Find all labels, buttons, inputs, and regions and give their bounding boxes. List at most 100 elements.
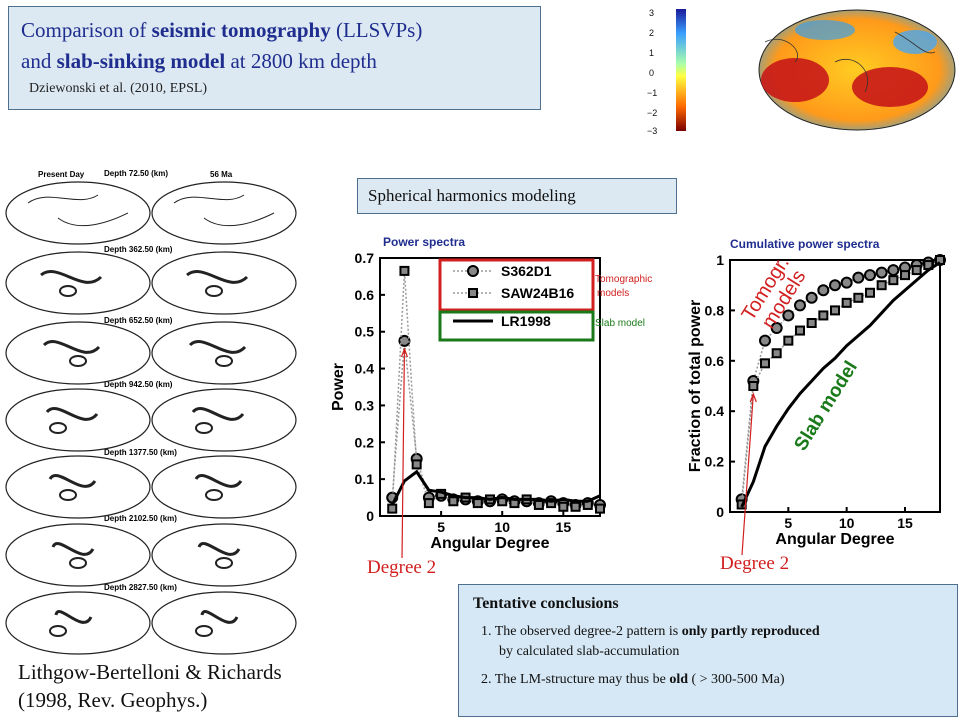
slab-map [5,523,151,587]
point-saw24b16 [546,498,557,509]
point-saw24b16 [795,325,805,336]
point-saw24b16 [411,459,422,470]
point-s362d1 [840,276,853,289]
point-saw24b16 [760,358,770,369]
series-line-saw24b16 [391,270,601,510]
slab-maps-figure: Present Day 56 Ma Depth 72.50 (km) Depth… [5,169,297,655]
spherical-harmonics-label: Spherical harmonics modeling [357,178,677,214]
slab-map [5,455,151,519]
slab-map [151,455,297,519]
chart-title: Cumulative power spectra [730,237,880,251]
point-saw24b16 [448,496,459,507]
slab-model-big-label: Slab model [790,358,862,455]
legend-label: LR1998 [501,313,551,329]
title-line-1: Comparison of seismic tomography (LLSVPs… [21,18,423,42]
y-tick-label: 0.2 [705,454,725,470]
cbar-tick: −2 [647,108,657,118]
y-tick-label: 0.4 [705,403,725,419]
y-tick-label: 0.8 [705,302,725,318]
conclusion-item-1-cont: by calculated slab-accumulation [499,644,680,659]
point-saw24b16 [783,335,794,346]
conclusion-item-2: 2. The LM-structure may thus be old ( > … [481,672,785,687]
point-s362d1 [829,279,841,292]
depth-label: Depth 2102.50 (km) [104,514,177,523]
x-tick-label: 5 [784,515,792,531]
slab-map [151,523,297,587]
x-tick-label: 15 [897,515,913,531]
legend-label: S362D1 [501,263,552,279]
series-line-lr1998 [740,261,941,508]
point-saw24b16 [841,297,852,308]
slab-map [5,388,151,452]
map-header-56ma: 56 Ma [210,170,233,179]
x-tick-label: 15 [556,519,572,535]
tomographic-label-line1: Tomographic [595,274,652,285]
slab-map [5,321,151,385]
colorbar [676,9,686,131]
map-header-present: Present Day [38,170,85,179]
point-saw24b16 [900,270,910,281]
depth-label: Depth 652.50 (km) [104,316,173,325]
point-saw24b16 [533,499,544,510]
y-tick-label: 0.4 [355,361,375,377]
point-saw24b16 [558,501,569,512]
point-saw24b16 [748,381,759,391]
tomography-map-figure: 3 2 1 0 −1 −2 −3 [647,8,956,136]
plot-frame [729,259,941,513]
y-tick-label: 0.3 [355,397,375,413]
y-tick-label: 0.6 [355,287,375,303]
point-saw24b16 [888,275,899,286]
point-s362d1 [817,284,830,297]
depth-label: Depth 72.50 (km) [104,169,168,178]
series-line-s362d1 [391,340,601,506]
plot-frame [379,257,601,517]
depth-label: Depth 2827.50 (km) [104,583,177,592]
point-saw24b16 [853,292,864,303]
degree2-arrowhead-right [749,392,757,403]
conclusions-box: Tentative conclusions 1. The observed de… [458,584,958,717]
power-spectra-chart: Power spectra 0 0.1 0.2 0.3 0.4 0.5 0.6 0.7 5 10 15… [330,235,652,559]
pacific-llsvp [852,67,928,107]
y-tick-label: 0 [716,504,724,520]
point-s362d1 [782,309,795,322]
slab-map [151,251,297,315]
cbar-tick: 1 [649,48,654,58]
conclusions-heading: Tentative conclusions [473,595,619,612]
point-s362d1 [852,271,865,284]
title-line-2: and slab-sinking model at 2800 km depth [21,49,377,73]
point-saw24b16 [399,265,410,276]
cbar-tick: 3 [649,8,654,18]
legend-slab-frame [438,310,595,342]
point-saw24b16 [771,348,782,359]
y-tick-label: 0.6 [705,353,725,369]
degree2-arrowhead-left [400,347,409,358]
y-axis-label: Power [330,363,347,411]
point-saw24b16 [423,498,434,509]
title-box: Comparison of seismic tomography (LLSVPs… [8,6,541,110]
legend-marker-square [468,288,478,298]
y-axis-label: Fraction of total power [687,300,704,472]
point-saw24b16 [595,503,605,514]
point-s362d1 [887,264,900,277]
cbar-tick: 2 [649,28,654,38]
cbar-tick: −3 [647,126,657,136]
slab-map [5,591,151,655]
degree2-right-label: Degree 2 [720,553,790,574]
y-tick-label: 0.7 [355,250,375,266]
caption-line-1: Lithgow-Bertelloni & Richards [18,660,282,684]
slab-map [151,321,297,385]
chart-title: Power spectra [383,235,465,249]
slab-map [5,251,151,315]
point-saw24b16 [865,287,875,298]
depth-label: Depth 942.50 (km) [104,380,173,389]
x-tick-label: 5 [437,519,445,535]
slab-model-small-label: Slab model [595,318,645,329]
slab-map [151,181,297,245]
citation: Dziewonski et al. (2010, EPSL) [29,81,208,96]
y-tick-label: 0.2 [355,434,375,450]
degree2-left-label: Degree 2 [367,557,437,578]
x-axis-label: Angular Degree [775,531,894,548]
conclusion-item-1: 1. The observed degree-2 pattern is only… [481,624,820,639]
y-tick-label: 0.5 [355,324,375,340]
